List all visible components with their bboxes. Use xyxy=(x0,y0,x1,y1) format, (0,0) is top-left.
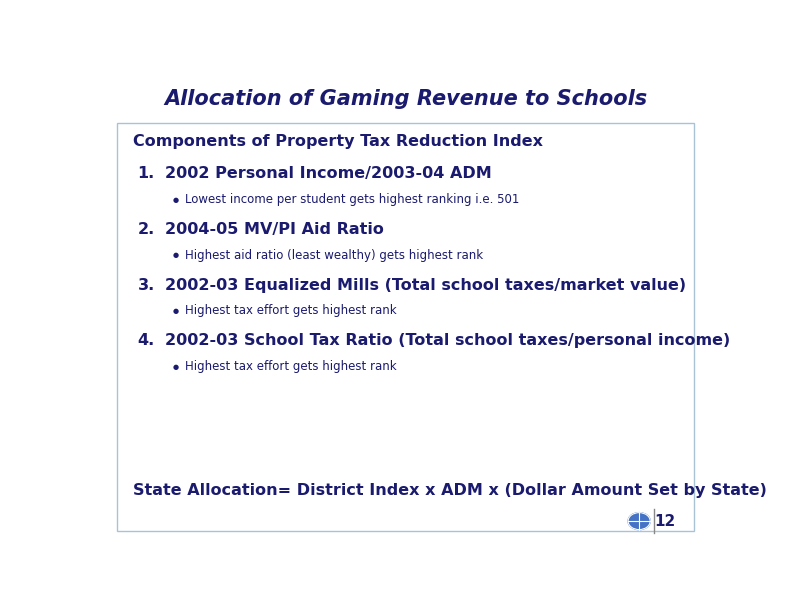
Text: Components of Property Tax Reduction Index: Components of Property Tax Reduction Ind… xyxy=(133,134,543,149)
Text: 2002 Personal Income/2003-04 ADM: 2002 Personal Income/2003-04 ADM xyxy=(165,166,491,181)
Text: Highest aid ratio (least wealthy) gets highest rank: Highest aid ratio (least wealthy) gets h… xyxy=(185,249,483,262)
Text: ●: ● xyxy=(173,252,179,258)
Text: 2002-03 School Tax Ratio (Total school taxes/personal income): 2002-03 School Tax Ratio (Total school t… xyxy=(165,333,730,348)
Text: Highest tax effort gets highest rank: Highest tax effort gets highest rank xyxy=(185,360,397,373)
Text: 2.: 2. xyxy=(138,222,155,237)
Text: 1.: 1. xyxy=(138,166,155,181)
Text: 2004-05 MV/PI Aid Ratio: 2004-05 MV/PI Aid Ratio xyxy=(165,222,383,237)
Text: 3.: 3. xyxy=(138,277,155,293)
Text: 4.: 4. xyxy=(138,333,155,348)
Text: 12: 12 xyxy=(654,513,676,529)
Text: State Allocation= District Index x ADM x (Dollar Amount Set by State): State Allocation= District Index x ADM x… xyxy=(133,483,767,498)
Circle shape xyxy=(628,513,650,529)
Text: ●: ● xyxy=(173,196,179,203)
Text: Highest tax effort gets highest rank: Highest tax effort gets highest rank xyxy=(185,304,397,318)
Text: Lowest income per student gets highest ranking i.e. 501: Lowest income per student gets highest r… xyxy=(185,193,520,206)
Text: 2002-03 Equalized Mills (Total school taxes/market value): 2002-03 Equalized Mills (Total school ta… xyxy=(165,277,686,293)
FancyBboxPatch shape xyxy=(117,123,695,531)
Text: Allocation of Gaming Revenue to Schools: Allocation of Gaming Revenue to Schools xyxy=(164,89,648,110)
Text: ●: ● xyxy=(173,308,179,314)
Text: ●: ● xyxy=(173,364,179,370)
